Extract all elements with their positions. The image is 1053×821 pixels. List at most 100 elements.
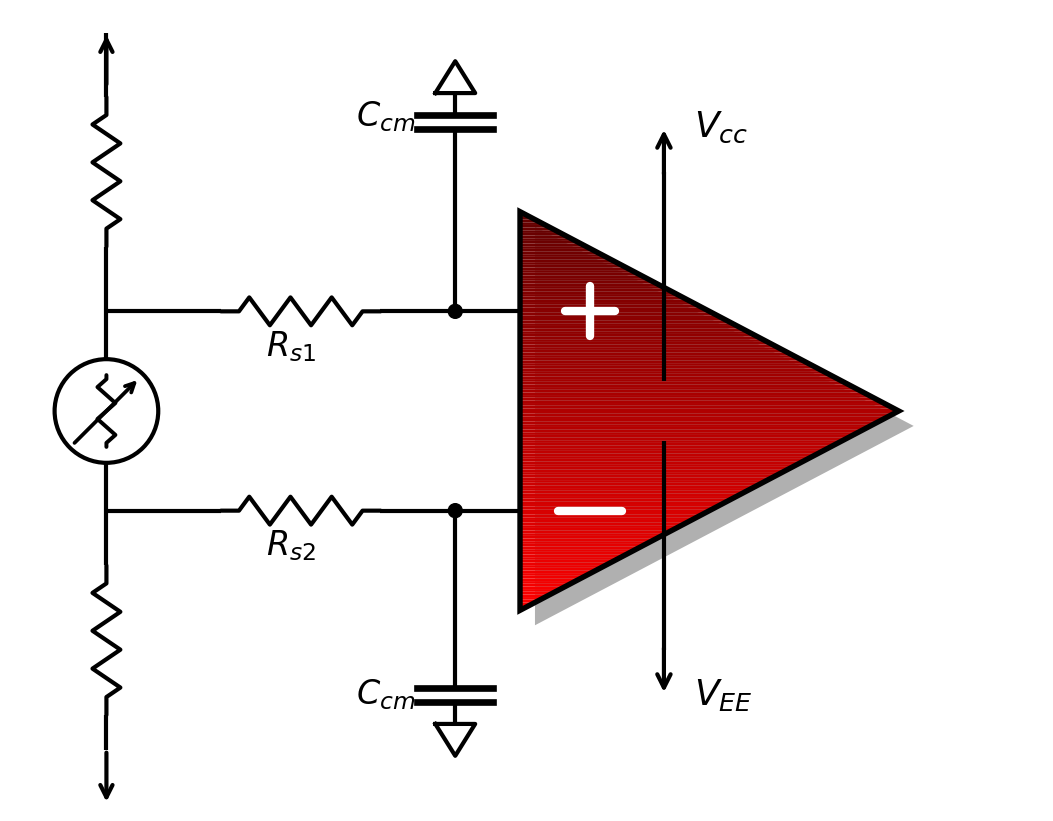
Polygon shape (520, 461, 802, 464)
Polygon shape (520, 573, 591, 576)
Polygon shape (535, 227, 914, 626)
Polygon shape (520, 255, 605, 257)
Polygon shape (520, 350, 788, 352)
Polygon shape (520, 363, 813, 366)
Polygon shape (520, 453, 818, 456)
Polygon shape (520, 313, 717, 315)
Polygon shape (520, 233, 565, 236)
Polygon shape (520, 281, 656, 283)
Polygon shape (520, 238, 576, 241)
Polygon shape (520, 515, 701, 517)
Polygon shape (520, 278, 652, 281)
Polygon shape (520, 424, 874, 427)
Polygon shape (520, 603, 535, 605)
Polygon shape (520, 337, 762, 339)
Polygon shape (520, 507, 717, 509)
Polygon shape (520, 305, 701, 307)
Polygon shape (520, 549, 636, 552)
Polygon shape (520, 435, 853, 438)
Polygon shape (520, 565, 605, 568)
Polygon shape (520, 599, 540, 603)
Polygon shape (520, 217, 535, 220)
Polygon shape (520, 387, 858, 390)
Polygon shape (520, 576, 585, 579)
Polygon shape (520, 379, 843, 382)
Polygon shape (520, 440, 843, 443)
Polygon shape (520, 496, 737, 498)
Circle shape (449, 504, 462, 517)
Polygon shape (520, 392, 869, 395)
Polygon shape (520, 286, 667, 289)
Polygon shape (520, 560, 616, 562)
Polygon shape (520, 581, 576, 584)
Polygon shape (520, 289, 672, 291)
Polygon shape (520, 488, 752, 491)
Polygon shape (520, 395, 874, 397)
Polygon shape (520, 273, 641, 276)
Polygon shape (520, 291, 677, 294)
Text: $V_{cc}$: $V_{cc}$ (694, 109, 748, 144)
Polygon shape (520, 342, 773, 345)
Polygon shape (520, 212, 525, 214)
Polygon shape (520, 493, 742, 496)
Polygon shape (520, 433, 858, 435)
Polygon shape (520, 360, 808, 363)
Polygon shape (520, 334, 757, 337)
Polygon shape (520, 478, 773, 480)
Polygon shape (520, 475, 777, 478)
Polygon shape (520, 557, 621, 560)
Polygon shape (520, 236, 571, 238)
Polygon shape (520, 302, 697, 305)
Polygon shape (520, 502, 727, 504)
Polygon shape (520, 397, 878, 401)
Polygon shape (520, 594, 551, 597)
Polygon shape (520, 491, 748, 493)
Polygon shape (520, 443, 838, 446)
Text: $R_{s2}$: $R_{s2}$ (265, 529, 316, 563)
Polygon shape (520, 562, 611, 565)
Polygon shape (520, 446, 833, 448)
Polygon shape (520, 323, 737, 326)
Polygon shape (520, 369, 823, 371)
Polygon shape (520, 517, 697, 520)
Polygon shape (520, 584, 571, 586)
Polygon shape (520, 222, 545, 225)
Polygon shape (520, 294, 681, 296)
Polygon shape (520, 384, 853, 387)
Polygon shape (520, 326, 742, 328)
Polygon shape (520, 358, 802, 360)
Polygon shape (520, 283, 661, 286)
Polygon shape (520, 589, 560, 592)
Polygon shape (520, 451, 823, 453)
Polygon shape (520, 390, 863, 392)
Polygon shape (520, 352, 793, 355)
Polygon shape (520, 257, 611, 259)
Polygon shape (520, 249, 596, 251)
Polygon shape (520, 544, 647, 547)
Polygon shape (520, 530, 672, 534)
Polygon shape (520, 310, 712, 313)
Polygon shape (520, 480, 768, 483)
Polygon shape (520, 251, 601, 255)
Polygon shape (520, 214, 530, 217)
Polygon shape (520, 318, 727, 321)
Polygon shape (520, 509, 712, 512)
Polygon shape (520, 374, 833, 377)
Polygon shape (520, 227, 555, 230)
Polygon shape (520, 296, 687, 300)
Polygon shape (520, 520, 692, 523)
Polygon shape (520, 382, 849, 384)
Polygon shape (520, 225, 551, 227)
Polygon shape (520, 485, 757, 488)
Polygon shape (520, 321, 732, 323)
Polygon shape (520, 246, 591, 249)
Polygon shape (520, 307, 707, 310)
Polygon shape (520, 504, 722, 507)
Polygon shape (520, 371, 828, 374)
Polygon shape (520, 419, 883, 422)
Polygon shape (520, 579, 580, 581)
Polygon shape (520, 406, 894, 408)
Polygon shape (520, 339, 768, 342)
Polygon shape (520, 523, 687, 525)
Polygon shape (520, 220, 540, 222)
